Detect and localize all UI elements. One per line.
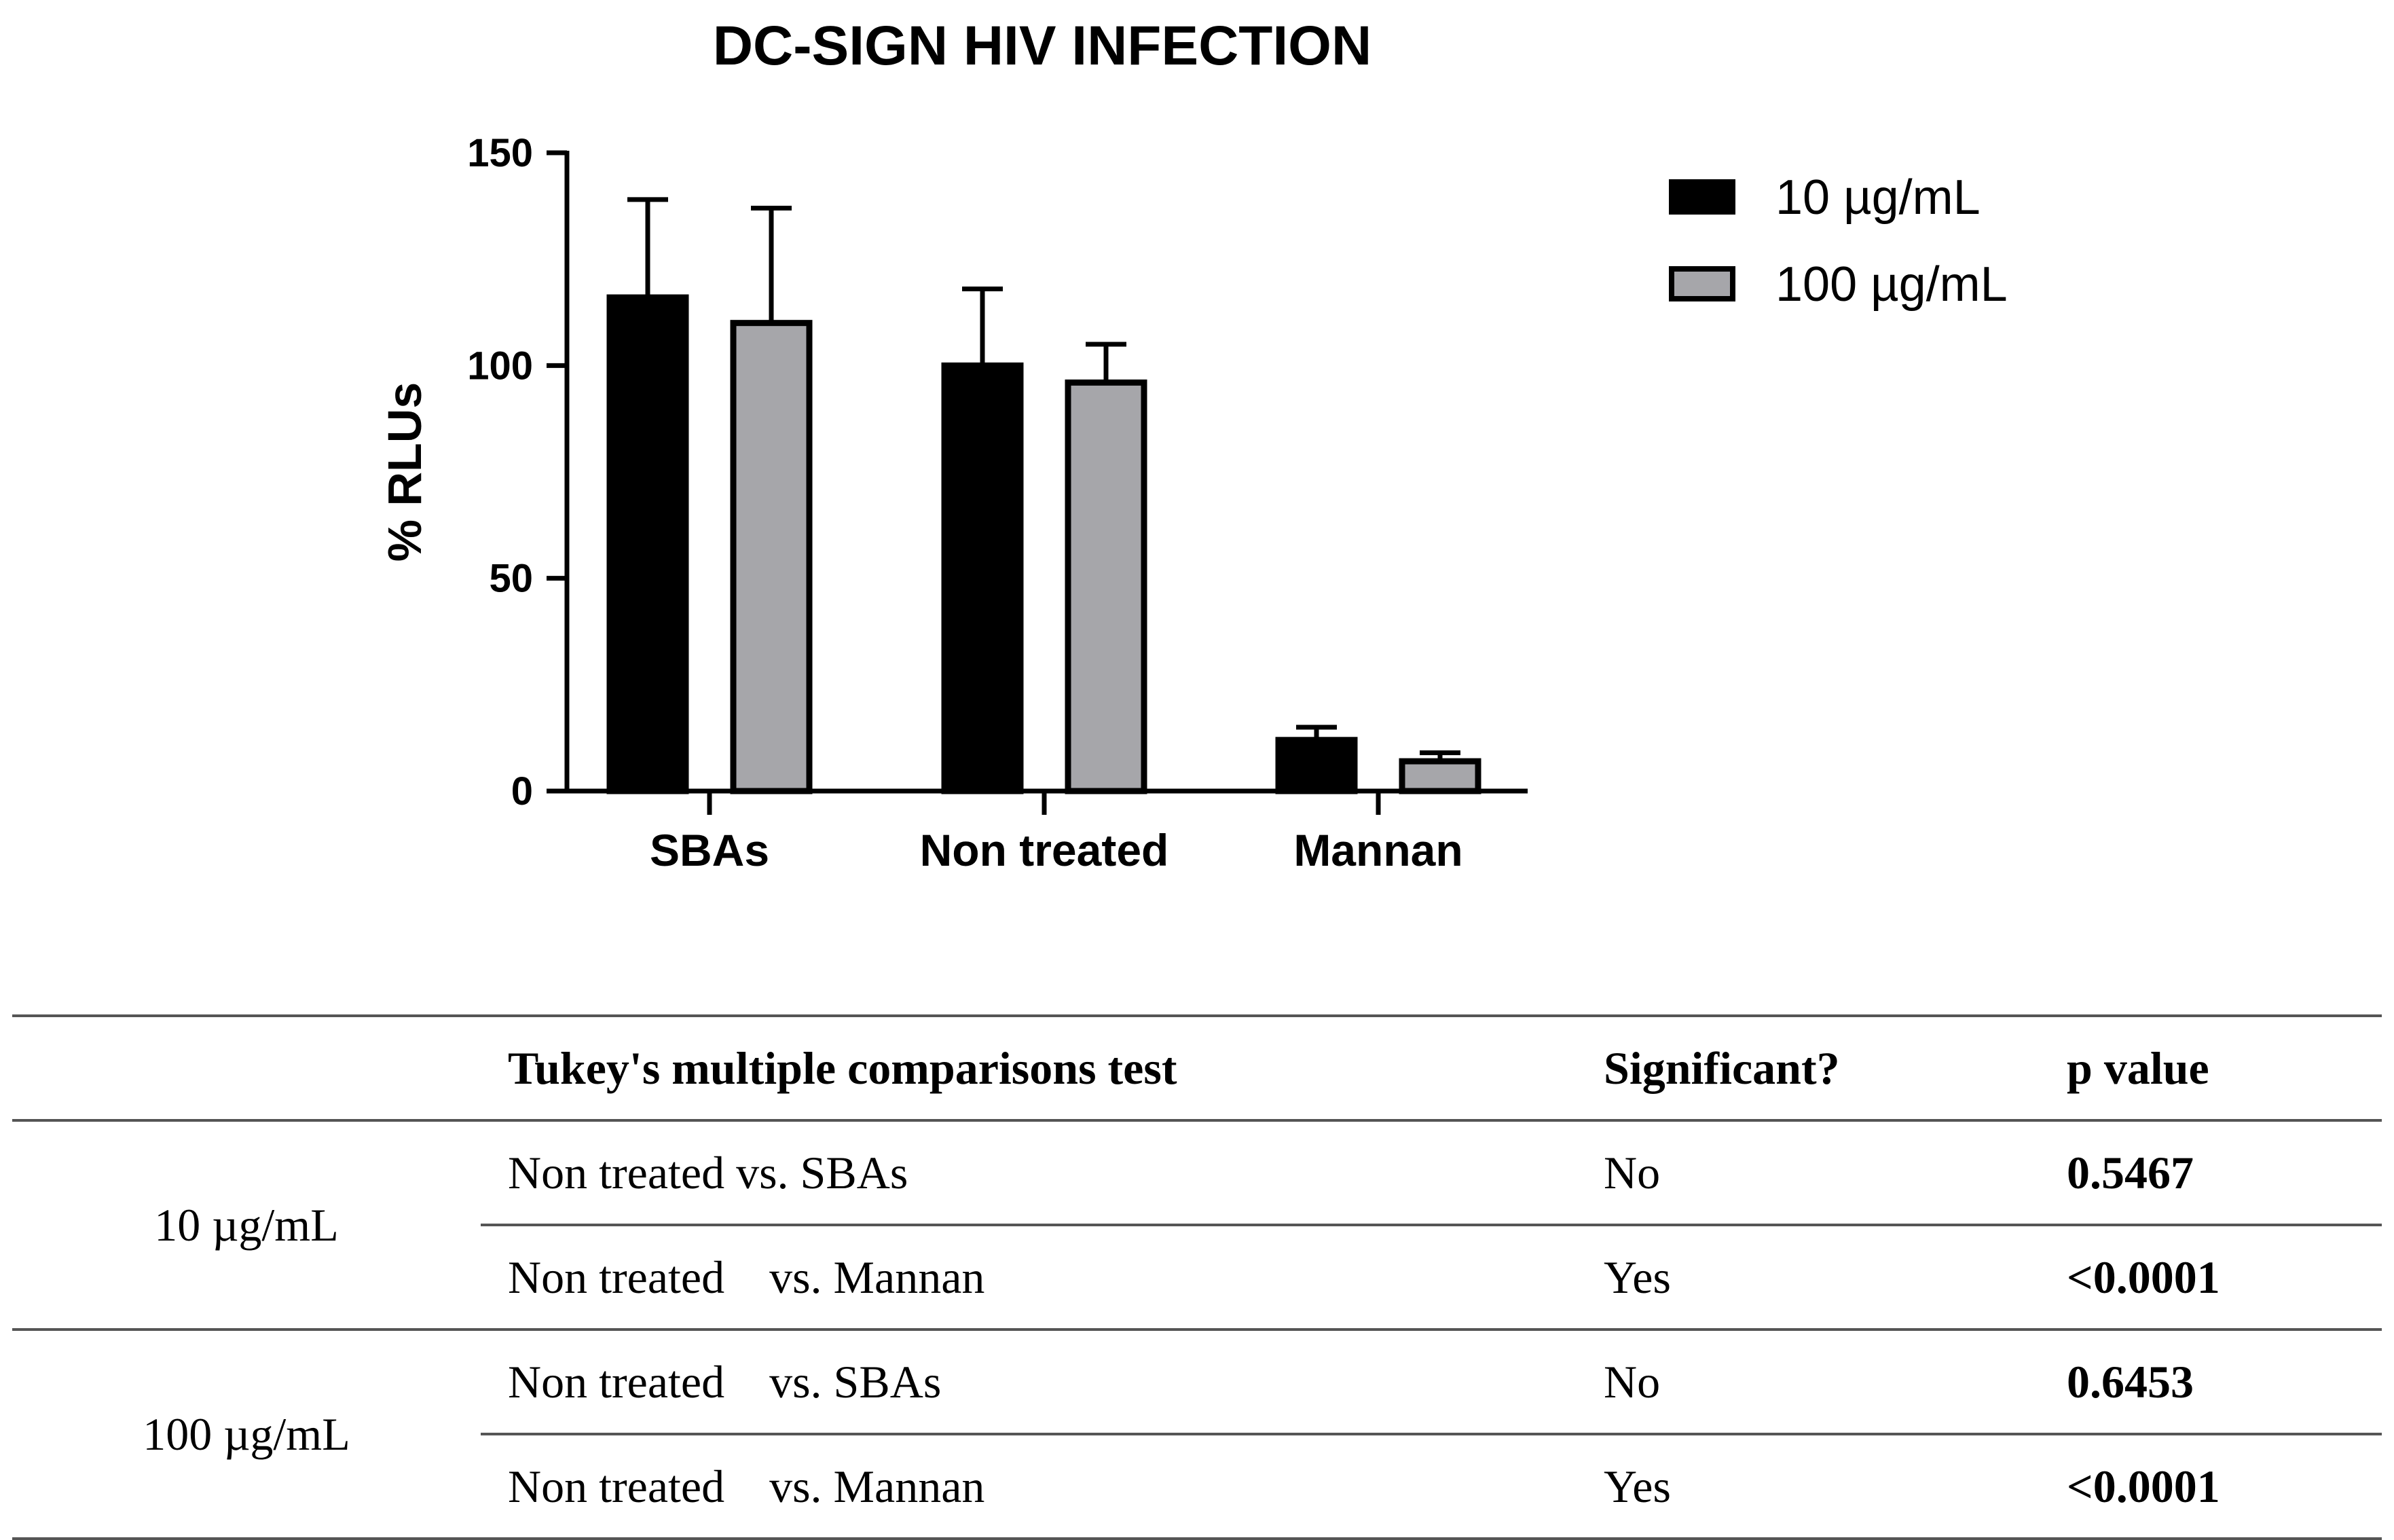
p-value-cell: 0.6453 [2067, 1355, 2194, 1408]
table-header-row: Tukey's multiple comparisons test Signif… [12, 1016, 2382, 1120]
chart-axes [564, 151, 1528, 794]
significant-cell: Yes [1604, 1224, 2067, 1330]
x-axis-ticks: SBAs Non treated Mannan [650, 791, 1463, 875]
comparison-cell: Non treated vs. Mannan [481, 1224, 1604, 1330]
table-row: 100 µg/mL Non treated vs. SBAs No 0.6453 [12, 1330, 2382, 1460]
comparison-target: vs. SBAs [769, 1355, 942, 1408]
y-tick-label: 0 [511, 769, 533, 813]
legend-swatch [1669, 266, 1735, 301]
chart-title: DC-SIGN HIV INFECTION [713, 15, 1371, 77]
group-label: 100 µg/mL [143, 1408, 350, 1460]
p-value-cell: <0.0001 [2067, 1224, 2382, 1330]
chart-bars [606, 197, 1481, 794]
table-row: 10 µg/mL Non treated vs. SBAs No 0.5467 [12, 1120, 2382, 1251]
bar-non-treated-10 [941, 362, 1024, 794]
comparison-text: Non treated [508, 1251, 725, 1303]
table-row: Non treated vs. Mannan Yes <0.0001 [12, 1224, 2382, 1330]
y-axis-label: % RLUs [378, 382, 431, 562]
x-tick-label: Mannan [1293, 825, 1462, 875]
legend-label: 100 µg/mL [1775, 257, 2008, 312]
group-label: 10 µg/mL [154, 1198, 339, 1251]
y-tick-label: 50 [489, 557, 533, 601]
x-tick-label: Non treated [920, 825, 1169, 875]
bar-chart: DC-SIGN HIV INFECTION % RLUs 0 50 100 150 S… [378, 15, 2008, 875]
bar-non-treated-100 [1065, 379, 1147, 794]
p-value-cell: 0.5467 [2067, 1146, 2194, 1198]
comparison-cell: Non treated vs. SBAs [481, 1330, 1604, 1434]
chart-legend: 10 µg/mL 100 µg/mL [1669, 170, 2008, 312]
y-axis-ticks: 0 50 100 150 [467, 131, 567, 813]
legend-swatch [1669, 179, 1735, 215]
significant-cell: No [1604, 1146, 1661, 1198]
tukey-comparison-table: Tukey's multiple comparisons test Signif… [12, 1014, 2382, 1540]
comparison-target: vs. Mannan [769, 1251, 985, 1303]
table-header-comparison: Tukey's multiple comparisons test [508, 1042, 1177, 1094]
comparison-cell: Non treated vs. SBAs [481, 1120, 1604, 1225]
y-tick-label: 100 [467, 344, 533, 388]
comparison-text: Non treated [508, 1460, 725, 1512]
bar-mannan-10 [1275, 737, 1358, 794]
bar-sbas-100 [730, 320, 813, 794]
comparison-cell: Non treated vs. Mannan [481, 1433, 1604, 1539]
significant-cell: No [1604, 1355, 1661, 1408]
table-header-p-value: p value [2067, 1042, 2209, 1094]
table-row: Non treated vs. Mannan Yes <0.0001 [12, 1433, 2382, 1539]
table-header-group [12, 1016, 481, 1120]
comparison-text: Non treated [508, 1355, 725, 1408]
p-value-cell: <0.0001 [2067, 1433, 2382, 1539]
significant-cell: Yes [1604, 1433, 2067, 1539]
legend-label: 10 µg/mL [1775, 170, 1981, 225]
x-tick-label: SBAs [650, 825, 769, 875]
bar-sbas-10 [606, 294, 689, 794]
y-tick-label: 150 [467, 131, 533, 175]
bar-mannan-100 [1399, 758, 1481, 794]
table-header-significant: Significant? [1604, 1042, 1840, 1094]
comparison-target: vs. Mannan [769, 1460, 985, 1512]
comparison-text: Non treated vs. SBAs [508, 1146, 908, 1198]
